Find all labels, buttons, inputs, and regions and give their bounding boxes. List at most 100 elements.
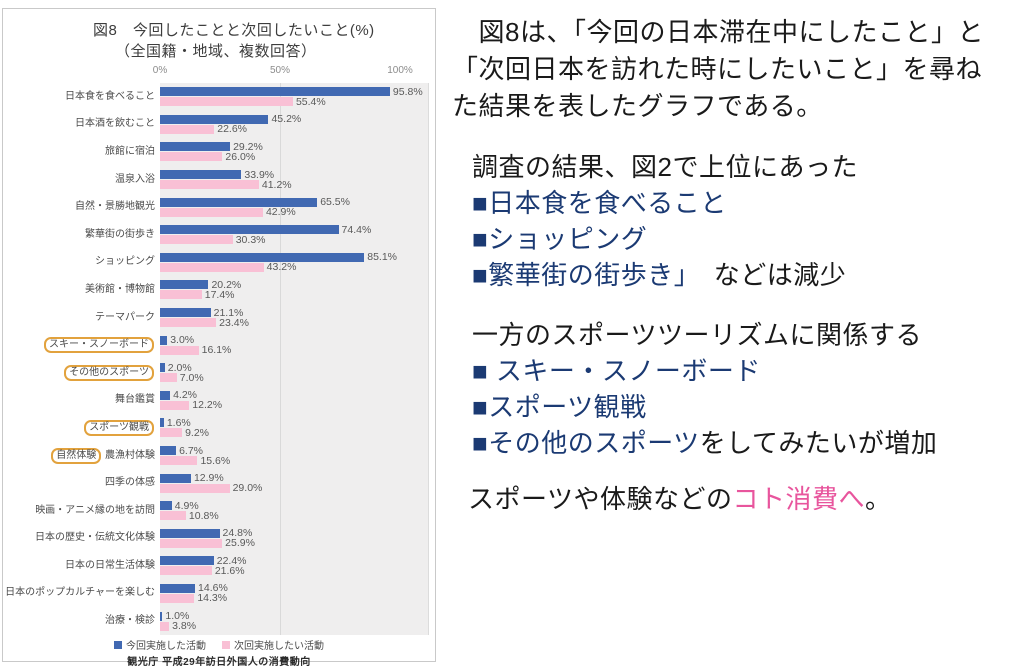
bar-current-icon xyxy=(160,473,191,483)
bar-line-current: 4.2% xyxy=(160,389,437,402)
chart-row: 日本食を食べること 95.8% 55.4% xyxy=(3,83,437,111)
chart-row: 繁華街の街歩き 74.4% 30.3% xyxy=(3,221,437,249)
category-label: その他のスポーツ xyxy=(3,364,160,381)
block-increase-items: ■ スキー・スノーボード ■スポーツ観戦 ■その他のスポーツをしてみたいが増加 xyxy=(472,353,1018,461)
bar-next-icon xyxy=(160,428,183,438)
bar-group: 95.8% 55.4% xyxy=(160,86,437,108)
bar-current-icon xyxy=(160,363,165,373)
bar-group: 20.2% 17.4% xyxy=(160,278,437,301)
bar-chart-rows: 日本食を食べること 95.8% 55.4% 日本酒を飲むこと 45.2% 22.6% 旅館に… xyxy=(3,83,437,635)
chart-row: 治療・検診 1.0% 3.8% xyxy=(3,607,437,635)
chart-legend: 今回実施した活動 次回実施したい活動 xyxy=(3,637,435,652)
bar-line-next: 21.6% xyxy=(160,565,437,577)
bar-line-current: 14.6% xyxy=(160,582,437,594)
value-label: 85.1% xyxy=(367,251,398,264)
category-label-text: 日本の歴史・伝統文化体験 xyxy=(35,532,155,544)
closing-suffix: 。 xyxy=(865,484,892,514)
category-label-text: テーマパーク xyxy=(95,311,155,323)
bar-next-icon xyxy=(160,180,259,190)
bar-next-icon xyxy=(160,621,170,631)
value-label: 74.4% xyxy=(341,223,372,236)
value-label: 33.9% xyxy=(244,168,275,181)
legend-swatch-current-icon xyxy=(114,640,122,649)
bar-next-icon xyxy=(160,456,198,466)
category-label: 日本酒を飲むこと xyxy=(3,118,160,130)
value-label: 3.8% xyxy=(172,620,197,633)
value-label: 3.0% xyxy=(170,334,195,347)
bar-current-icon xyxy=(160,335,168,345)
category-label: 自然・景勝地観光 xyxy=(3,201,160,213)
bullet-highlighted-text: ■繁華街の街歩き」 xyxy=(472,260,688,290)
bullet-highlighted-text: ■ スキー・スノーボード xyxy=(472,356,761,386)
bar-current-icon xyxy=(160,114,269,124)
bar-group: 21.1% 23.4% xyxy=(160,307,437,329)
value-label: 29.0% xyxy=(232,482,263,495)
value-label: 24.8% xyxy=(222,527,253,540)
highlight-box: その他のスポーツ xyxy=(64,364,154,381)
bullet-plain-text: をしてみたいが増加 xyxy=(699,428,938,458)
value-label: 7.0% xyxy=(179,371,204,384)
bar-line-current: 1.0% xyxy=(160,610,437,622)
category-label-text: 四季の体感 xyxy=(105,477,155,489)
category-label: 映画・アニメ縁の地を訪問 xyxy=(3,505,160,517)
category-label: 日本の歴史・伝統文化体験 xyxy=(3,532,160,544)
bar-group: 33.9% 41.2% xyxy=(160,168,437,191)
category-label-text: 舞台鑑賞 xyxy=(115,394,155,406)
bar-next-icon xyxy=(160,124,215,134)
bar-current-icon xyxy=(160,170,242,180)
category-label: 四季の体感 xyxy=(3,477,160,489)
value-label: 2.0% xyxy=(167,361,192,374)
commentary-bullet: ■日本食を食べること xyxy=(472,185,1018,221)
bar-group: 2.0% 7.0% xyxy=(160,361,437,384)
commentary-bullet: ■ スキー・スノーボード xyxy=(472,353,1018,389)
category-label-text: 映画・アニメ縁の地を訪問 xyxy=(35,504,155,516)
category-label: 日本のポップカルチャーを楽しむ xyxy=(3,587,160,599)
commentary-bullet: ■ショッピング xyxy=(472,221,1018,257)
x-axis-tick-0: 0% xyxy=(152,65,168,76)
bar-group: 85.1% 43.2% xyxy=(160,251,437,273)
bar-line-next: 43.2% xyxy=(160,261,437,273)
highlight-box: スポーツ観戦 xyxy=(84,419,154,436)
bullet-highlighted-text: ■その他のスポーツ xyxy=(472,428,700,458)
bar-current-icon xyxy=(160,418,164,428)
value-label: 6.7% xyxy=(179,444,204,457)
bar-next-icon xyxy=(160,593,195,603)
value-label: 65.5% xyxy=(320,196,350,209)
category-label: スキー・スノーボード xyxy=(3,337,160,354)
bullet-highlighted-text: ■スポーツ観戦 xyxy=(472,392,647,422)
bar-line-current: 6.7% xyxy=(160,444,437,457)
commentary-panel: 図8は、「今回の日本滞在中にしたこと」と 「次回日本を訪れた時にしたいこと」を尋… xyxy=(452,0,1018,517)
bullet-highlighted-text: ■日本食を食べること xyxy=(472,188,727,218)
bar-next-icon xyxy=(160,566,212,576)
category-label: 日本食を食べること xyxy=(3,91,160,103)
source-note: 観光庁 平成29年訪日外国人の消費動向 xyxy=(127,657,311,668)
x-axis-tick-100: 100% xyxy=(387,65,413,76)
chart-row: 舞台鑑賞 4.2% 12.2% xyxy=(3,387,437,415)
value-label: 16.1% xyxy=(201,344,232,357)
commentary-closing: スポーツや体験などのコト消費へ。 xyxy=(452,481,1018,517)
bar-current-icon xyxy=(160,225,339,235)
chart-row: ショッピング 85.1% 43.2% xyxy=(3,249,437,277)
bar-line-current: 3.0% xyxy=(160,334,437,347)
category-label-text: ショッピング xyxy=(95,256,155,268)
value-label: 12.2% xyxy=(192,399,223,412)
chart-row: スキー・スノーボード 3.0% 16.1% xyxy=(3,331,437,359)
value-label: 29.2% xyxy=(233,140,263,153)
value-label: 4.2% xyxy=(173,389,198,402)
bar-current-icon xyxy=(160,611,163,621)
bar-line-next: 30.3% xyxy=(160,234,437,246)
chart-row: 日本酒を飲むこと 45.2% 22.6% xyxy=(3,111,437,139)
value-label: 20.2% xyxy=(211,278,242,291)
bar-line-next: 23.4% xyxy=(160,317,437,329)
bar-line-next: 25.9% xyxy=(160,537,437,550)
value-label: 26.0% xyxy=(225,150,256,163)
bar-group: 22.4% 21.6% xyxy=(160,555,437,577)
value-label: 10.8% xyxy=(188,509,219,522)
bar-current-icon xyxy=(160,446,177,456)
bar-group: 65.5% 42.9% xyxy=(160,196,437,218)
value-label: 55.4% xyxy=(295,95,326,108)
bar-group: 45.2% 22.6% xyxy=(160,113,437,135)
commentary-paragraph: 図8は、「今回の日本滞在中にしたこと」と 「次回日本を訪れた時にしたいこと」を尋… xyxy=(452,17,984,121)
bar-current-icon xyxy=(160,280,209,290)
value-label: 25.9% xyxy=(225,537,255,550)
